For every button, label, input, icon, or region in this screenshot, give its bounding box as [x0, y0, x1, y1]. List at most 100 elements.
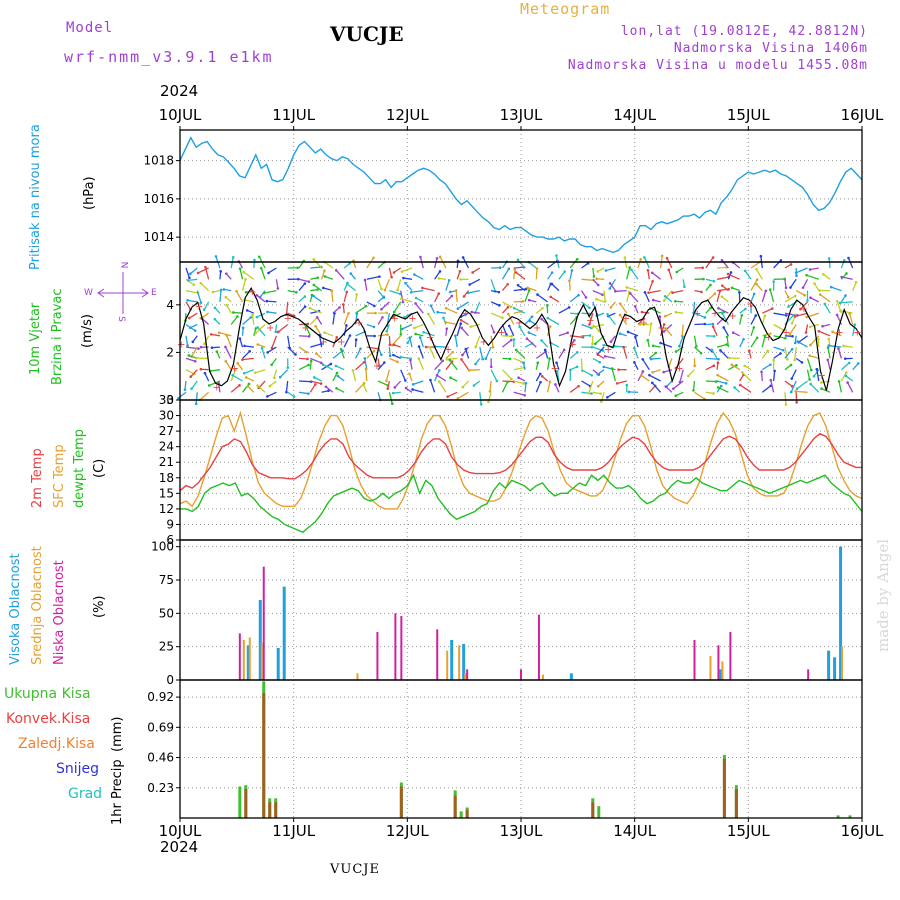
- wind-gust-mark: +: [195, 301, 203, 312]
- wind-arrow-head: [363, 278, 367, 282]
- wind-arrow-head: [417, 357, 421, 360]
- wind-arrow: [741, 371, 752, 382]
- wind-arrow: [409, 337, 413, 348]
- wind-arrow: [377, 392, 381, 401]
- wind-arrow: [795, 390, 808, 393]
- wind-arrow-head: [717, 306, 720, 310]
- wind-gust-mark: +: [284, 313, 292, 324]
- wind-arrow: [260, 267, 266, 280]
- wind-arrow: [794, 347, 797, 361]
- wind-arrow-head: [809, 343, 812, 347]
- wind-arrow: [388, 267, 393, 278]
- wind-arrow: [784, 348, 793, 359]
- wind-arrow: [672, 289, 684, 294]
- wind-arrow-head: [214, 255, 218, 258]
- wind-arrow-head: [417, 345, 421, 348]
- wind-arrow-head: [596, 353, 600, 357]
- wind-arrow-head: [711, 256, 715, 259]
- wind-arrow-head: [795, 401, 798, 404]
- wind-arrow: [204, 372, 210, 382]
- wind-arrow-head: [305, 350, 308, 354]
- wind-arrow: [388, 335, 391, 345]
- wind-arrow: [277, 323, 289, 333]
- wind-arrow-head: [808, 378, 811, 381]
- wind-arrow-head: [629, 292, 632, 295]
- wind-arrow-head: [735, 363, 738, 367]
- wind-arrow-head: [255, 293, 259, 297]
- wind-gust-mark: +: [319, 337, 327, 348]
- wind-arrow-head: [763, 314, 767, 318]
- wind-gust-mark: +: [213, 382, 221, 393]
- wind-arrow: [445, 321, 458, 326]
- wind-arrow-head: [303, 305, 307, 308]
- wind-arrow: [415, 297, 424, 303]
- wind-arrow: [474, 301, 481, 314]
- wind-arrow-head: [671, 291, 674, 295]
- wind-arrow-head: [610, 367, 614, 370]
- wind-arrow-head: [606, 313, 609, 316]
- wind-arrow-head: [400, 270, 404, 273]
- wind-arrow: [554, 384, 560, 393]
- wind-arrow-head: [573, 338, 576, 342]
- y-tick-label: 0.92: [147, 690, 174, 704]
- wind-arrow-head: [334, 364, 338, 368]
- wind-arrow: [716, 290, 721, 303]
- wind-arrow: [203, 301, 210, 311]
- x-tick-label-top: 14JUL: [613, 106, 656, 124]
- wind-arrow: [847, 257, 854, 269]
- wind-arrow-head: [203, 342, 206, 346]
- wind-arrow-head: [516, 283, 520, 287]
- wind-arrow: [692, 301, 696, 313]
- wind-arrow-head: [199, 367, 203, 371]
- wind-arrow-head: [785, 314, 788, 317]
- wind-arrow-head: [372, 349, 376, 353]
- cloud-bar: [541, 674, 544, 680]
- wind-arrow-head: [596, 270, 600, 273]
- wind-arrow: [678, 335, 684, 347]
- wind-arrow: [592, 267, 595, 277]
- wind-arrow-head: [400, 297, 403, 301]
- wind-arrow-head: [626, 330, 630, 334]
- altitude-label: Nadmorska Visina 1406m: [673, 41, 868, 56]
- wind-arrow: [502, 301, 512, 308]
- wind-gust-mark: +: [408, 313, 416, 324]
- wind-arrow-head: [319, 361, 323, 365]
- wind-arrow: [558, 306, 570, 314]
- wind-arrow-head: [454, 334, 457, 338]
- wind-arrow: [637, 259, 642, 269]
- wind-arrow: [412, 380, 424, 385]
- wind-arrow-head: [335, 336, 339, 339]
- wind-arrow-head: [674, 350, 678, 353]
- wind-arrow: [597, 369, 605, 375]
- wind-arrow: [705, 380, 717, 383]
- wind-arrow-head: [267, 271, 270, 275]
- wind-arrow-head: [755, 278, 759, 282]
- wind-arrow-head: [789, 363, 793, 367]
- wind-arrow: [649, 374, 661, 382]
- wind-arrow: [377, 317, 384, 325]
- wind-gust-mark: +: [462, 309, 470, 320]
- wind-arrow-head: [675, 270, 679, 274]
- wind-arrow: [513, 380, 524, 385]
- wind-arrow: [259, 290, 266, 298]
- wind-arrow-head: [373, 334, 376, 338]
- wind-arrow-head: [835, 300, 839, 303]
- wind-arrow-head: [236, 315, 239, 318]
- wind-arrow: [434, 293, 440, 303]
- wind-arrow-head: [640, 310, 644, 314]
- wind-arrow: [569, 351, 578, 359]
- cloud-bar: [446, 650, 449, 680]
- wind-arrow-head: [253, 258, 256, 262]
- wind-arrow: [626, 291, 630, 303]
- wind-arrow-head: [591, 325, 594, 329]
- wind-arrow: [309, 307, 322, 314]
- wind-arrow: [840, 372, 847, 382]
- wind-arrow-head: [847, 256, 850, 260]
- wind-arrow-head: [404, 281, 407, 285]
- wind-gust-mark: +: [746, 299, 754, 310]
- wind-arrow-head: [414, 302, 417, 305]
- wind-arrow-head: [211, 290, 215, 294]
- product-title: Meteogram: [520, 0, 611, 18]
- wind-arrow: [619, 314, 628, 325]
- wind-arrow: [546, 358, 551, 370]
